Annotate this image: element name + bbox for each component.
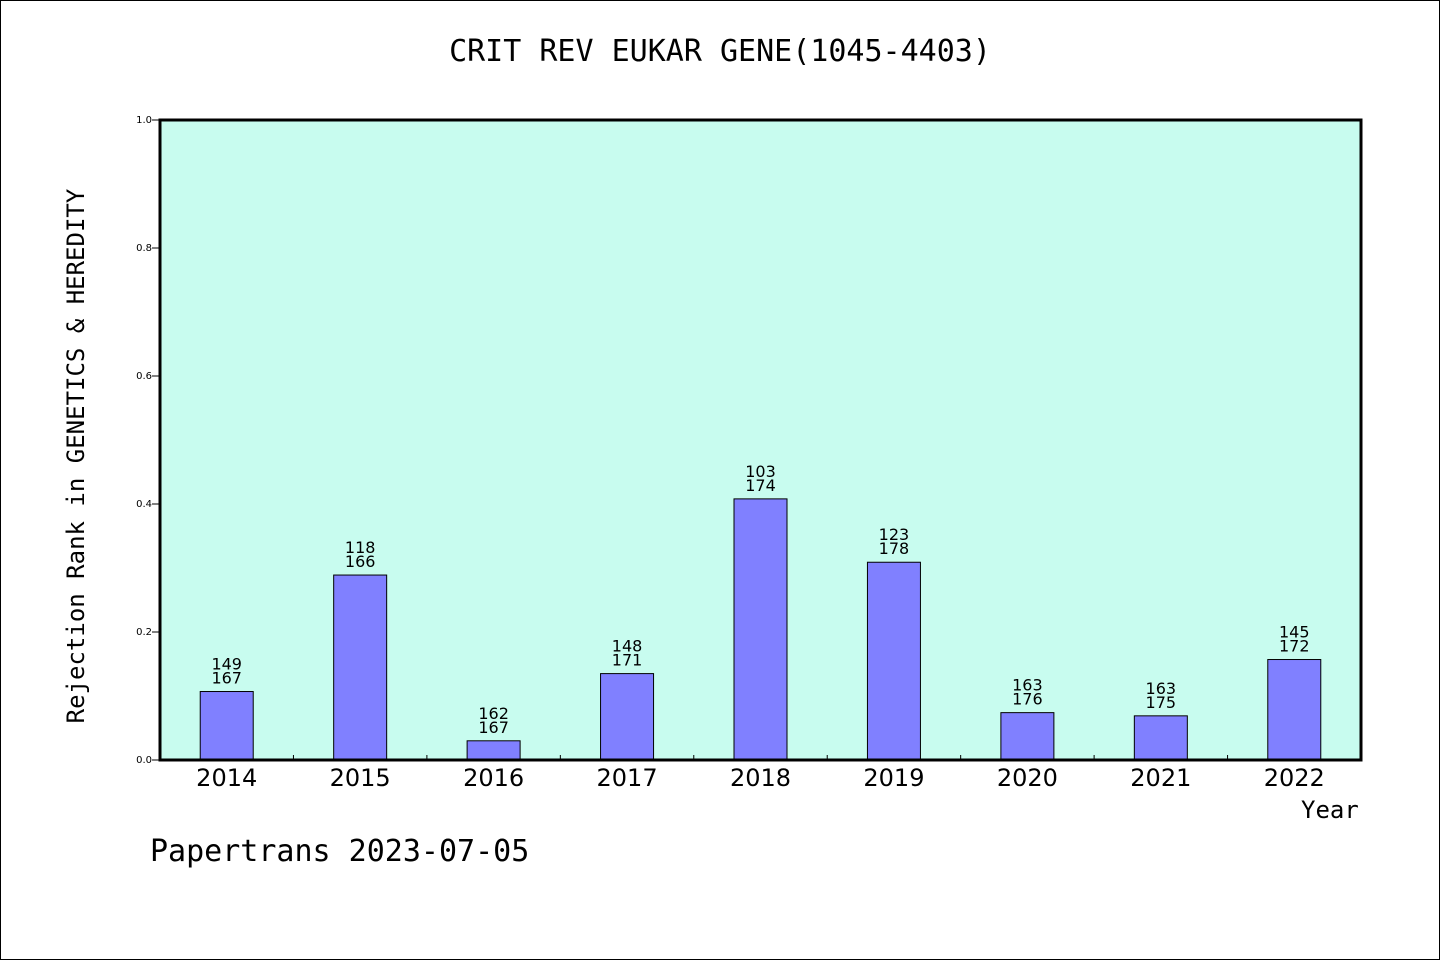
x-tick-label: 2015 <box>330 764 391 792</box>
bar-label-top: 163 <box>1146 679 1177 698</box>
bar-label-bottom: 167 <box>211 669 242 688</box>
bar-label-bottom: 166 <box>345 552 376 571</box>
bar <box>333 574 388 761</box>
bar-label-top: 103 <box>745 462 776 481</box>
y-tick-label: 0.4 <box>136 499 152 510</box>
bar <box>1133 715 1188 761</box>
bar <box>466 740 521 761</box>
bar <box>199 691 254 761</box>
bar-label-top: 118 <box>345 538 376 557</box>
y-tick-label: 0.8 <box>136 243 152 254</box>
x-axis-label: Year <box>1301 796 1359 824</box>
x-tick-label: 2017 <box>597 764 658 792</box>
bar <box>1000 712 1055 761</box>
x-tick-label: 2020 <box>997 764 1058 792</box>
y-tick-label: 0.6 <box>136 371 152 382</box>
bar-label-top: 149 <box>211 655 242 674</box>
bar-label-top: 145 <box>1279 623 1310 642</box>
bar-label-bottom: 178 <box>879 539 910 558</box>
x-tick-label: 2021 <box>1130 764 1191 792</box>
x-tick-label: 2019 <box>863 764 924 792</box>
bar <box>733 498 788 761</box>
bar-label-top: 163 <box>1012 676 1043 695</box>
bar-label-bottom: 174 <box>745 476 776 495</box>
bar <box>600 673 655 761</box>
bar-label-top: 148 <box>612 637 643 656</box>
bar <box>866 561 921 761</box>
bar-label-top: 123 <box>879 525 910 544</box>
bar-label-bottom: 176 <box>1012 690 1043 709</box>
x-tick-label: 2014 <box>196 764 257 792</box>
y-tick-label: 0.2 <box>136 627 152 638</box>
y-tick-label: 0.0 <box>136 755 152 766</box>
bar-label-bottom: 175 <box>1146 693 1177 712</box>
x-tick-label: 2022 <box>1264 764 1325 792</box>
y-tick-label: 1.0 <box>136 115 152 126</box>
bar-label-bottom: 171 <box>612 651 643 670</box>
chart-title: CRIT REV EUKAR GENE(1045-4403) <box>449 34 991 69</box>
x-tick-label: 2016 <box>463 764 524 792</box>
x-tick-label: 2018 <box>730 764 791 792</box>
bar <box>1267 659 1322 761</box>
plot-border <box>158 118 1363 762</box>
bar-label-bottom: 167 <box>478 718 509 737</box>
footer-credit: Papertrans 2023-07-05 <box>150 834 530 869</box>
bar-label-bottom: 172 <box>1279 637 1310 656</box>
bar-label-top: 162 <box>478 704 509 723</box>
